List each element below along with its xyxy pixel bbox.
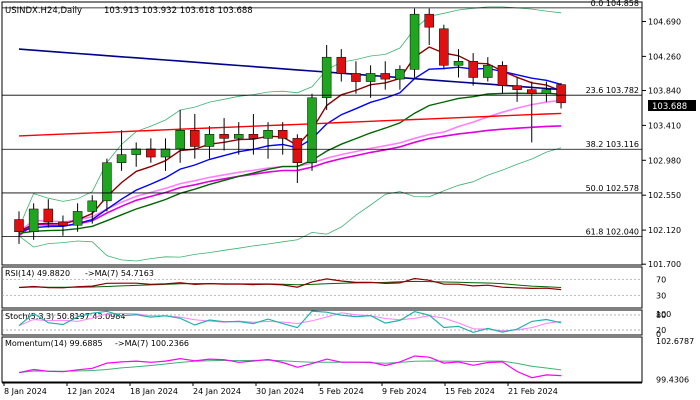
rsi-main-line [18,277,562,291]
bearish-candle [43,208,54,223]
bearish-candle [468,61,478,78]
x-tick-label: 9 Feb 2024 [382,387,427,396]
y-tick-label: 103.840 [648,86,681,95]
momentum-signal-line [18,359,562,374]
x-tick-label: 15 Feb 2024 [445,387,495,396]
indicator-tick-label: 0 [656,330,661,339]
y-tick-label: 102.980 [648,156,681,165]
chart-header-ohlc: 103.913 103.932 103.618 103.688 [104,6,253,16]
bearish-candle [58,221,68,226]
y-tick-label: 102.550 [648,191,681,200]
x-tick-label: 30 Jan 2024 [256,387,304,396]
indicator-tick-label: 102.6787 [656,337,694,346]
bullish-candle [409,13,420,70]
bullish-candle [453,61,464,66]
bullish-candle [483,65,493,78]
indicator-tick-label: 20 [656,326,666,335]
bullish-candle [175,130,185,150]
stoch-signal-line [18,312,562,332]
y-tick-label: 102.120 [648,226,681,235]
bullish-candle [263,130,273,139]
bullish-candle [307,97,317,163]
indicator-frame [1,266,643,309]
x-tick-label: 18 Jan 2024 [130,387,178,396]
bullish-candle [160,148,171,158]
rsi-label: RSI(14) 49.8820 [5,269,70,278]
bullish-candle [131,148,141,155]
bullish-candle [234,134,244,139]
bullish-candle [395,69,405,80]
fib-level-label: 50.0 102.578 [586,184,639,193]
bearish-candle [219,134,229,139]
indicator-tick-label: 100 [656,310,671,319]
fib-level-label: 38.2 103.116 [586,140,639,149]
x-tick-label: 8 Jan 2024 [4,387,47,396]
y-tick-label: 104.690 [648,17,681,26]
bullish-candle [204,134,215,147]
indicator-frame [1,336,643,383]
magenta-moving-average-line [18,125,562,237]
stoch-label: Stoch(5,3,3) 50.8197 43.0984 [5,312,125,321]
bullish-candle [72,211,83,226]
red-long-moving-average-line [18,112,562,137]
bearish-candle [527,89,537,94]
bearish-candle [292,138,303,163]
dark-green-moving-average-line [18,92,562,234]
y-tick-label: 104.260 [648,52,681,61]
bollinger-lower-band-line [18,147,562,262]
momentum-label: Momentum(14) 99.6885 [5,339,103,348]
bearish-candle [336,56,347,74]
bullish-candle [87,200,97,212]
momentum-pane: Momentum(14) 99.6885 ->MA(7) 100.2366 102.… [1,336,694,385]
y-tick-label: 103.410 [648,121,681,130]
fib-level-label: 0.0 104.858 [591,0,639,8]
bullish-candle [28,208,39,232]
bearish-candle [556,84,566,104]
indicator-tick-label: 80 [656,311,666,320]
stoch-main-line [18,310,562,334]
bullish-candle [116,154,127,163]
momentum-ma-label: ->MA(7) 100.2366 [115,339,189,348]
bearish-candle [380,73,390,80]
bollinger-upper-band-line [18,6,562,228]
bullish-candle [102,162,112,202]
main-pane [1,1,643,266]
bearish-candle [190,130,200,147]
indicator-tick-label: 30 [656,292,666,301]
rsi-signal-line [18,280,562,288]
bearish-candle [14,219,24,232]
x-tick-label: 21 Feb 2024 [508,387,558,396]
fib-level-label: 61.8 102.040 [586,228,639,237]
bearish-candle [248,134,259,139]
bearish-candle [277,130,288,139]
navy-long-moving-average-line [18,48,562,91]
momentum-main-line [18,355,562,379]
current-price-tag [648,100,696,111]
bearish-candle [439,28,449,66]
rsi-pane: RSI(14) 49.8820 ->MA(7) 54.7163 70 30 [1,266,666,309]
bullish-candle [365,73,376,82]
indicator-tick-label: 70 [656,275,666,284]
x-tick-label: 12 Jan 2024 [67,387,115,396]
y-tick-label: 101.700 [648,260,681,269]
x-tick-label: 24 Jan 2024 [193,387,241,396]
current-price-label: 103.688 [652,102,687,112]
chart-header-symbol: USINDX.H24,Daily [5,6,82,16]
bearish-candle [512,85,522,90]
bearish-candle [497,65,508,86]
bullish-candle [321,56,332,99]
bullish-candle [541,89,552,94]
rsi-ma-label: ->MA(7) 54.7163 [85,269,154,278]
bearish-candle [146,148,156,158]
indicator-tick-label: 99.4306 [656,376,689,385]
bearish-candle [351,73,361,82]
fib-level-label: 23.6 103.782 [586,86,639,95]
bearish-candle [424,13,434,28]
x-tick-label: 5 Feb 2024 [319,387,364,396]
